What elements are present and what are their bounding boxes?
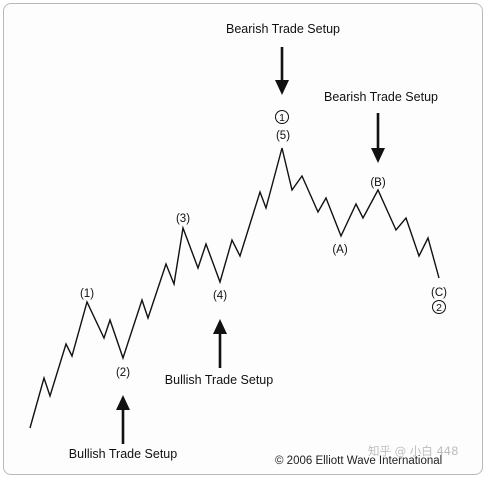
bearish-setup-top-label: Bearish Trade Setup <box>226 22 340 36</box>
circled-wave-2-marker: 2 <box>433 301 446 315</box>
wave-4-label: (4) <box>213 290 227 302</box>
wave-3-label: (3) <box>176 213 190 225</box>
circled-wave-2-text: 2 <box>436 302 442 314</box>
wave-c-label: (C) <box>431 287 447 299</box>
wave-2-label: (2) <box>116 367 130 379</box>
arrow-bearish-top <box>275 47 289 95</box>
arrow-bullish-mid <box>213 319 227 368</box>
arrow-bullish-bottom <box>116 395 130 444</box>
bullish-setup-bottom-label: Bullish Trade Setup <box>69 447 177 461</box>
wave-5-label: (5) <box>276 130 290 142</box>
circled-wave-1-text: 1 <box>279 112 285 124</box>
wave-a-label: (A) <box>332 244 348 256</box>
bullish-setup-mid-label: Bullish Trade Setup <box>165 373 273 387</box>
wave-1-label: (1) <box>80 288 94 300</box>
circled-wave-1-marker: 1 <box>276 111 289 125</box>
arrow-bearish-right <box>371 113 385 163</box>
bearish-setup-right-label: Bearish Trade Setup <box>324 90 438 104</box>
watermark-text: 知乎 @ 小白 448 <box>368 444 458 458</box>
wave-b-label: (B) <box>370 177 386 189</box>
